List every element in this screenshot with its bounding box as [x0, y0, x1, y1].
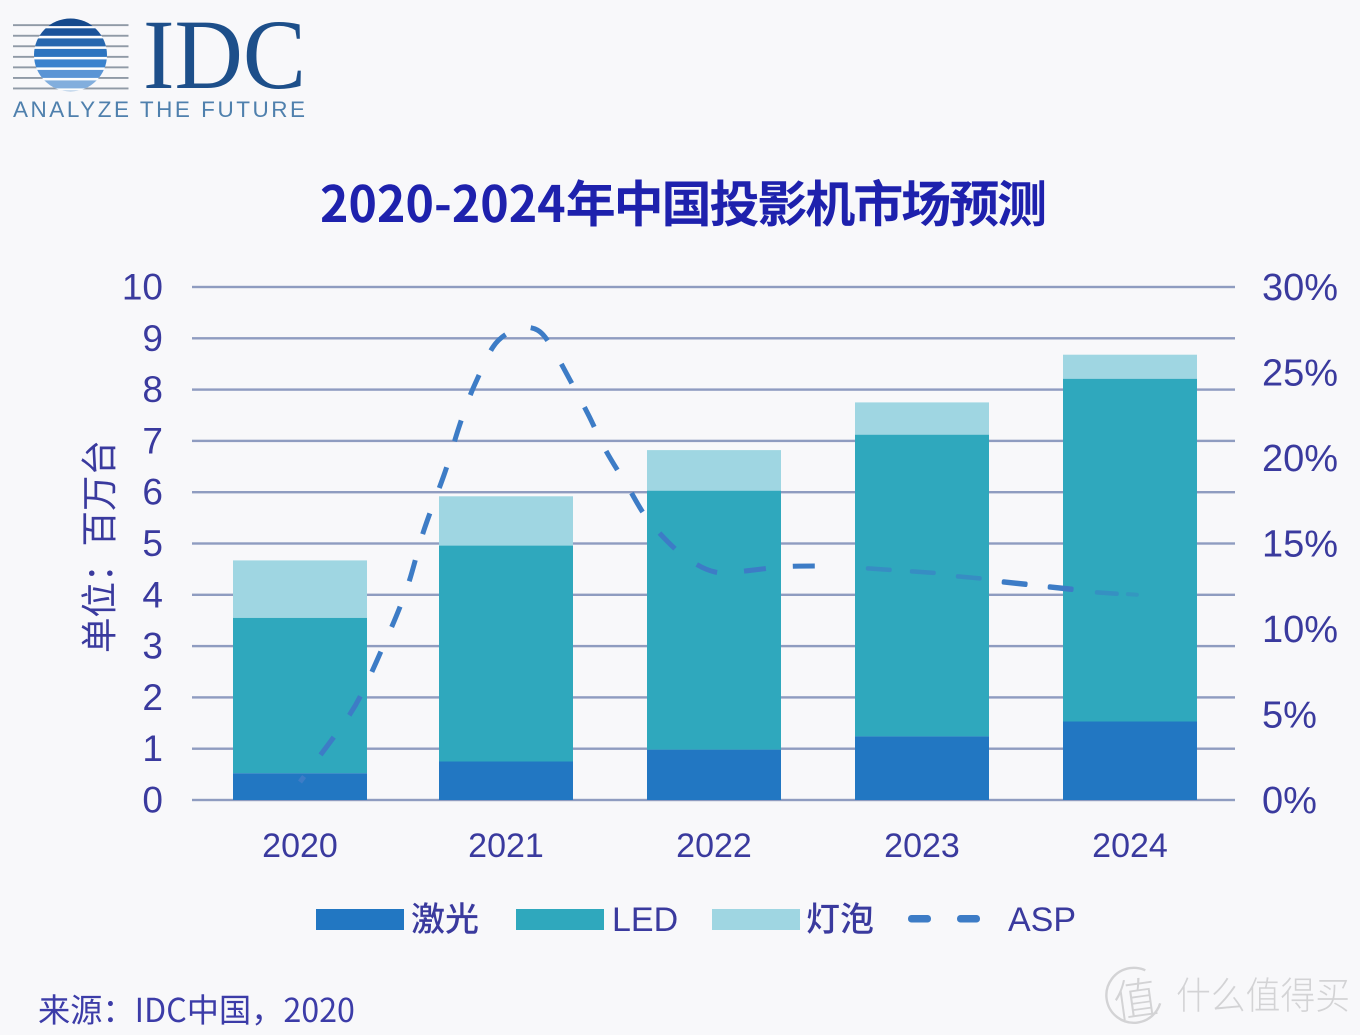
svg-text:10%: 10% [1262, 609, 1338, 651]
svg-text:0%: 0% [1262, 780, 1317, 822]
svg-text:LED: LED [612, 901, 678, 939]
svg-text:2023: 2023 [884, 827, 960, 865]
svg-text:ANALYZE THE FUTURE: ANALYZE THE FUTURE [13, 97, 305, 122]
svg-text:9: 9 [142, 318, 163, 359]
svg-text:5: 5 [142, 523, 163, 564]
svg-text:2024: 2024 [1092, 827, 1168, 865]
svg-text:10: 10 [122, 267, 163, 308]
svg-text:6: 6 [142, 472, 163, 513]
svg-text:7: 7 [142, 420, 163, 461]
svg-text:30%: 30% [1262, 267, 1338, 309]
svg-text:2021: 2021 [468, 827, 544, 865]
svg-text:ASP: ASP [1008, 901, 1076, 939]
svg-text:2022: 2022 [676, 827, 752, 865]
svg-text:20%: 20% [1262, 438, 1338, 480]
svg-text:2020: 2020 [262, 827, 338, 865]
svg-text:8: 8 [142, 369, 163, 410]
svg-text:0: 0 [142, 780, 163, 821]
svg-text:1: 1 [142, 728, 163, 769]
svg-text:2: 2 [142, 677, 163, 718]
svg-text:3: 3 [142, 626, 163, 667]
svg-text:IDC: IDC [143, 0, 306, 110]
svg-text:15%: 15% [1262, 524, 1338, 566]
svg-text:5%: 5% [1262, 695, 1317, 737]
svg-text:25%: 25% [1262, 353, 1338, 395]
svg-text:4: 4 [142, 574, 163, 615]
